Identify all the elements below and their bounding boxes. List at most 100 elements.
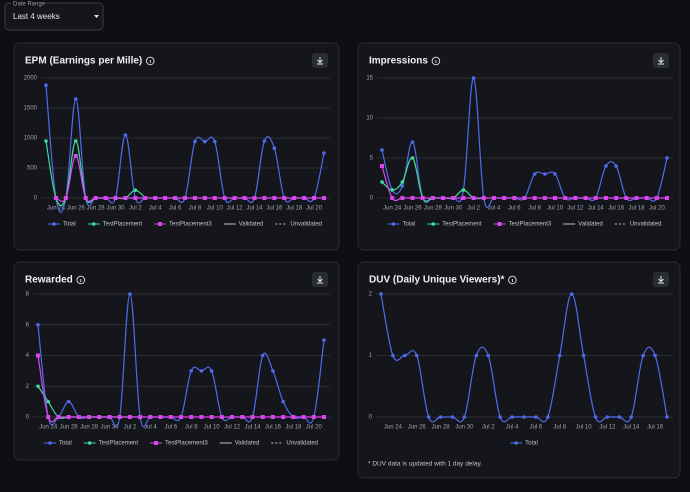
data-point: [212, 196, 217, 200]
data-point: [450, 415, 455, 419]
x-tick-label: Jul 8: [189, 206, 202, 212]
x-tick-label: Jun 26: [60, 425, 79, 431]
data-point: [260, 415, 265, 419]
data-point: [451, 196, 456, 200]
data-point: [117, 415, 122, 419]
data-point: [410, 156, 415, 160]
data-point: [380, 180, 384, 184]
y-tick-label: 2000: [24, 76, 38, 82]
x-tick-label: Jun 28: [80, 425, 99, 431]
x-tick-label: Jul 4: [144, 425, 157, 431]
data-point: [93, 196, 98, 200]
data-point: [240, 415, 245, 419]
x-tick-label: Jul 16: [647, 425, 664, 431]
legend-label: TestPlacement: [442, 222, 482, 228]
chart-card: EPM (Earnings per Mille) 0 500 1000 1500 2000…: [13, 42, 340, 251]
legend-label: TestPlacement3: [169, 222, 212, 228]
download-icon: [317, 276, 323, 284]
legend-marker: [391, 222, 396, 226]
data-point: [617, 415, 622, 419]
legend-label: Unvalidated: [286, 441, 318, 447]
x-tick-label: Jul 8: [553, 425, 566, 431]
y-tick-label: 500: [27, 166, 38, 172]
chart-title: Rewarded: [25, 275, 73, 286]
data-point: [471, 76, 476, 80]
data-point: [73, 154, 78, 158]
legend-label: TestPlacement3: [165, 441, 208, 447]
chart-title: Impressions: [369, 56, 428, 67]
data-point: [53, 196, 58, 200]
data-point: [322, 415, 326, 419]
y-tick-label: 1500: [24, 106, 38, 112]
data-point: [403, 353, 407, 358]
data-point: [179, 415, 183, 419]
data-point: [281, 399, 285, 404]
x-tick-label: Jul 4: [488, 206, 501, 212]
data-point: [103, 196, 108, 200]
x-tick-label: Jun 26: [404, 206, 423, 212]
data-point: [593, 415, 598, 419]
x-tick-label: Jul 6: [530, 425, 543, 431]
data-point: [322, 151, 326, 155]
data-point: [410, 196, 415, 200]
data-point: [73, 97, 78, 101]
x-tick-label: Jul 2: [129, 206, 142, 212]
x-tick-label: Jul 10: [207, 206, 224, 212]
data-point: [605, 415, 610, 419]
data-point: [410, 140, 415, 144]
data-point: [192, 196, 197, 200]
data-point: [414, 353, 419, 358]
data-point: [557, 353, 562, 358]
legend-marker: [497, 222, 502, 226]
data-point: [133, 188, 138, 192]
data-point: [87, 415, 92, 419]
legend-label: TestPlacement: [99, 441, 139, 447]
data-point: [380, 148, 384, 152]
data-point: [123, 133, 128, 137]
data-point: [563, 196, 568, 200]
legend-label: Total: [63, 222, 76, 228]
x-tick-label: Jul 18: [628, 206, 645, 212]
legend-marker: [48, 441, 52, 445]
x-tick-label: Jul 20: [649, 206, 666, 212]
data-point: [301, 415, 306, 419]
data-point: [168, 415, 173, 419]
data-point: [322, 196, 326, 200]
data-point: [113, 196, 118, 200]
y-tick-label: 4: [26, 353, 30, 359]
data-point: [302, 196, 307, 200]
data-point: [158, 415, 163, 419]
x-tick-label: Jun 28: [87, 206, 106, 212]
data-point: [553, 196, 558, 200]
data-point: [420, 196, 425, 200]
data-point: [281, 415, 286, 419]
y-tick-label: 1: [369, 353, 373, 359]
data-point: [553, 172, 557, 176]
data-point: [189, 369, 194, 373]
data-point: [461, 196, 466, 200]
data-point: [438, 415, 443, 419]
x-tick-label: Jul 6: [169, 206, 182, 212]
x-tick-label: Jun 30: [444, 206, 463, 212]
data-point: [128, 292, 132, 296]
data-point: [474, 353, 479, 358]
data-point: [46, 399, 51, 404]
date-range-select[interactable]: [4, 2, 104, 31]
download-icon: [317, 57, 323, 65]
data-point: [430, 196, 435, 200]
data-point: [163, 196, 168, 200]
data-point: [262, 196, 267, 200]
x-tick-label: Jul 16: [266, 206, 283, 212]
x-tick-label: Jun 30: [455, 425, 474, 431]
data-point: [581, 353, 586, 358]
data-point: [66, 399, 71, 404]
x-tick-label: Jun 28: [432, 425, 451, 431]
data-point: [183, 196, 187, 200]
data-point: [312, 196, 317, 200]
y-tick-label: 0: [26, 415, 30, 421]
data-point: [491, 196, 496, 200]
data-point: [262, 139, 267, 143]
legend-label: Total: [402, 222, 415, 228]
data-point: [624, 196, 629, 200]
data-point: [202, 196, 207, 200]
